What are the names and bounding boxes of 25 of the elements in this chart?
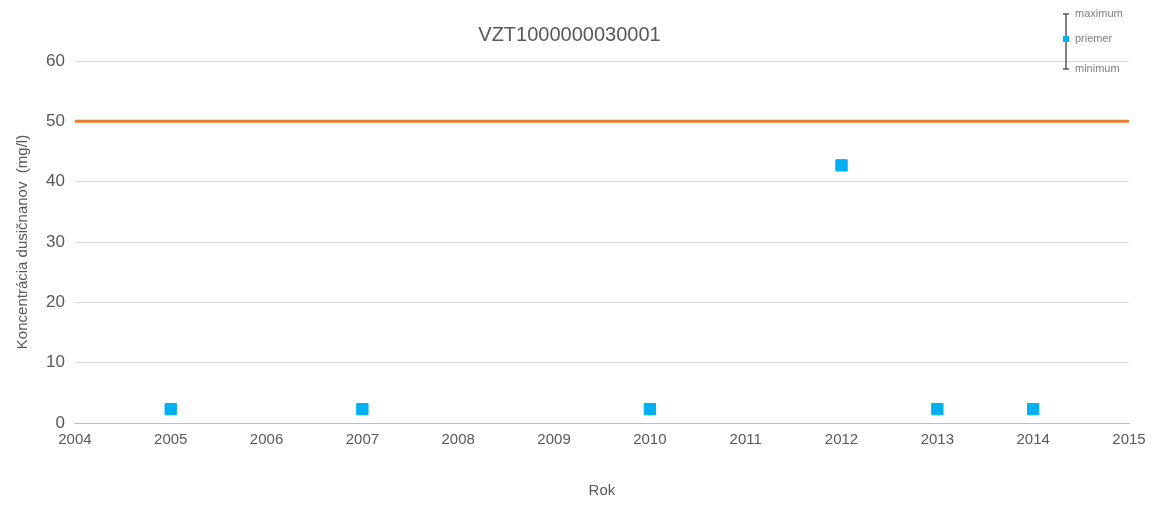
x-tick-label: 2014 [1016, 430, 1050, 448]
annotation: minimum [1075, 62, 1120, 75]
legend-label: priemer [1075, 32, 1113, 45]
x-tick-label: 2007 [345, 430, 380, 448]
x-tick-label: 2005 [154, 430, 188, 448]
chart-title: VZT1000000030001 [478, 22, 661, 45]
x-axis-title: Rok [588, 481, 616, 499]
x-tick-label: 2006 [249, 430, 284, 448]
x-tick-label: 2012 [824, 430, 859, 448]
y-tick-label: 50 [45, 111, 65, 131]
x-tick-label: 2010 [633, 430, 667, 448]
y-axis-title: Koncentrácia dusičnanov (mg/l) [13, 134, 31, 350]
x-tick-label: 2011 [729, 430, 762, 448]
x-tick-label: 2004 [58, 430, 92, 448]
x-tick-label: 2013 [920, 430, 955, 448]
y-tick-label: 30 [45, 231, 65, 251]
x-tick-label: 2008 [441, 430, 475, 448]
x-tick-label: 2015 [1112, 430, 1146, 448]
y-tick-label: 10 [45, 352, 65, 372]
x-tick-label: 2009 [537, 430, 571, 448]
y-tick-label: 40 [45, 171, 65, 191]
text: maximum [1075, 7, 1123, 20]
y-tick-label: 20 [45, 292, 65, 312]
y-tick-label: 0 [55, 412, 65, 432]
y-tick-label: 60 [45, 50, 65, 70]
